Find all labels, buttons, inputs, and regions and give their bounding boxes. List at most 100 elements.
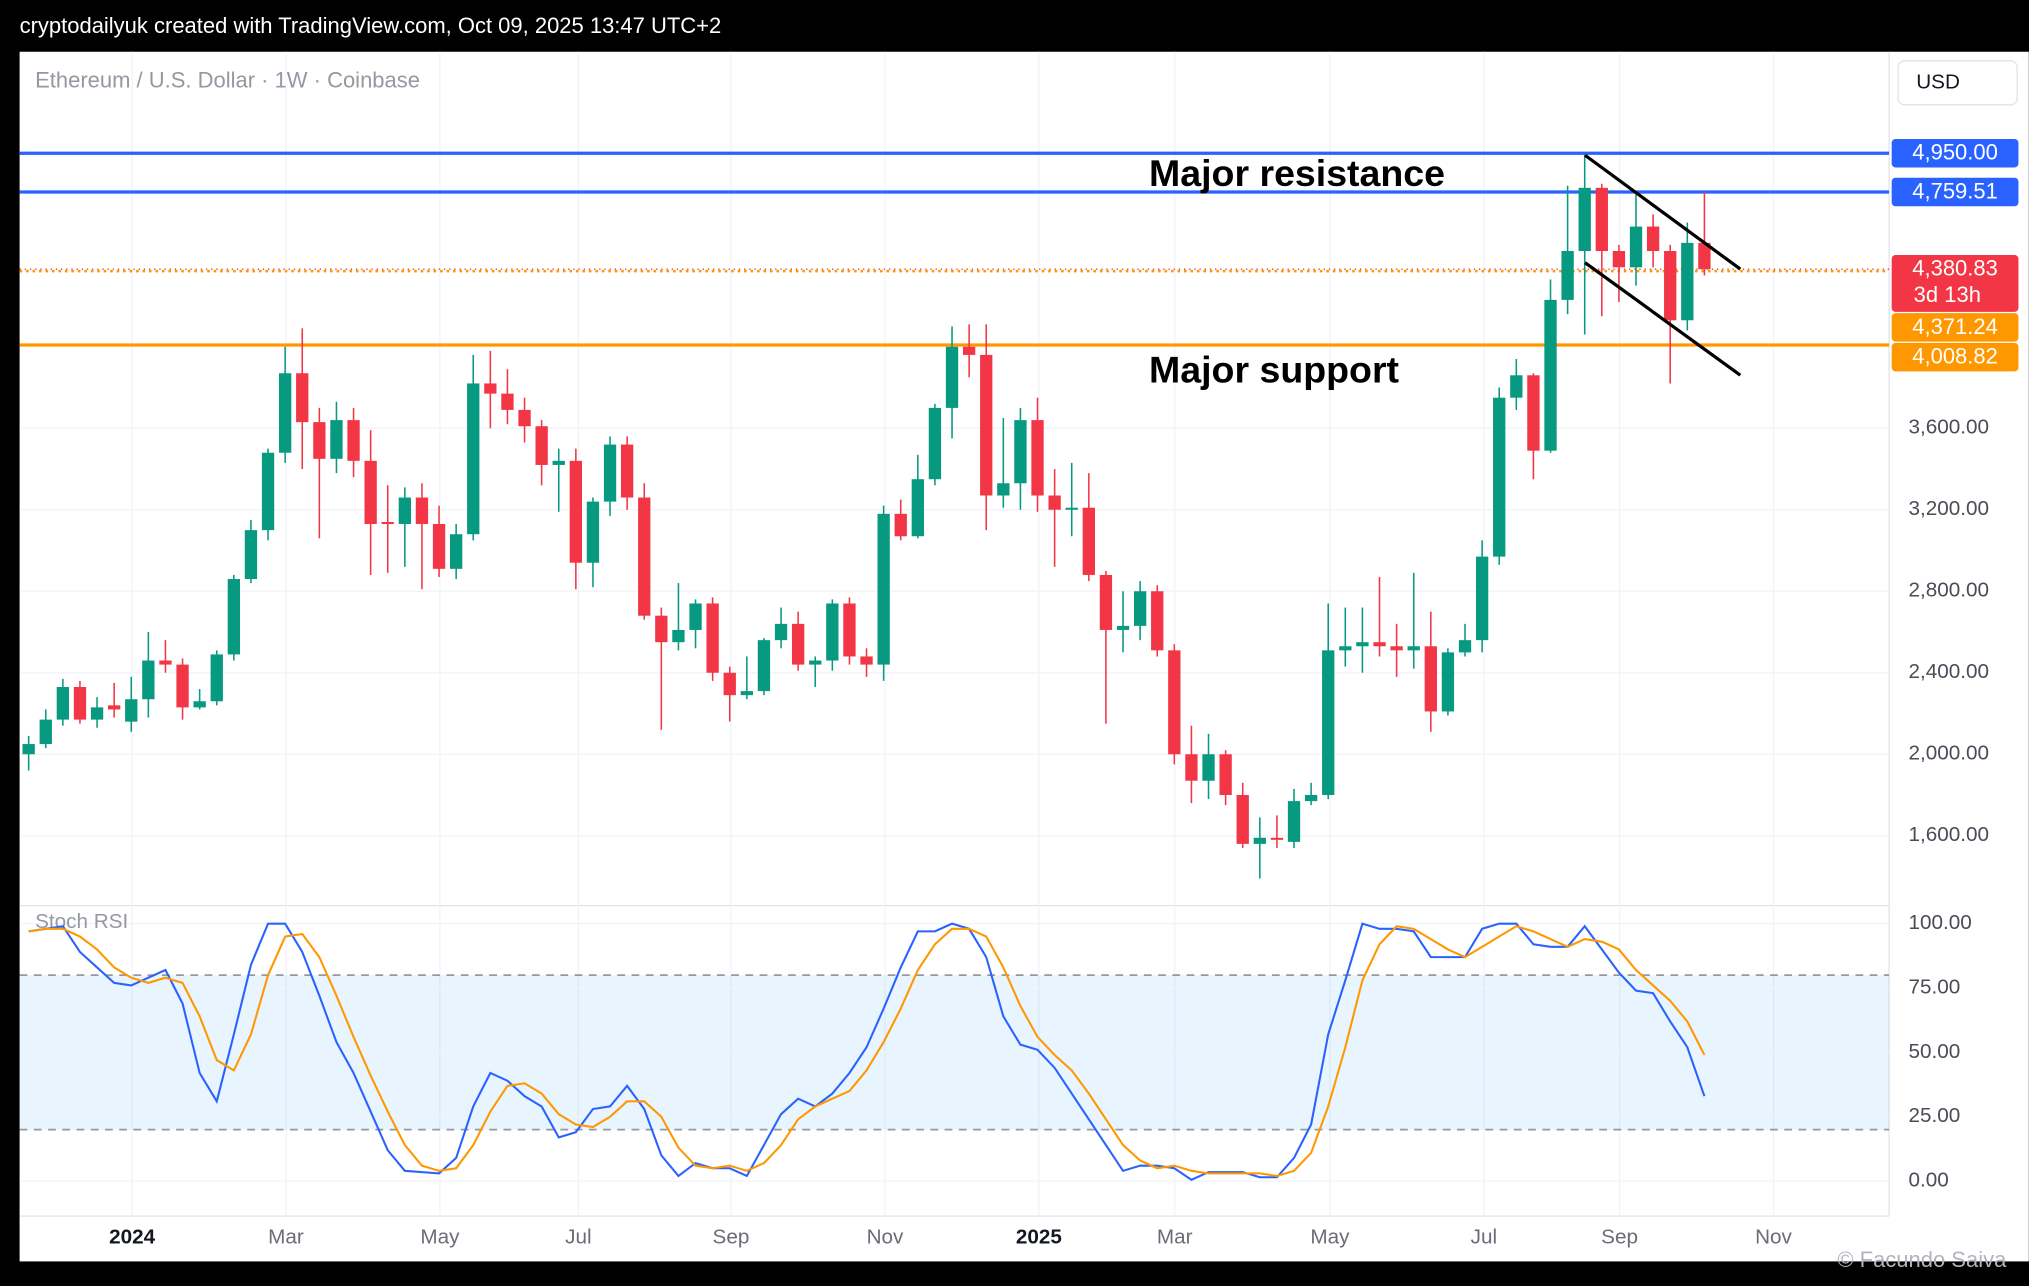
- candle-body: [1544, 299, 1557, 451]
- candle-body: [1322, 650, 1335, 795]
- candle-body: [518, 409, 531, 427]
- y-tick-label: 3,200.00: [1908, 497, 1989, 520]
- x-tick-label: Jul: [565, 1226, 591, 1249]
- price-label: 4,008.82: [1912, 344, 1998, 369]
- x-tick-label: Nov: [1755, 1226, 1792, 1249]
- candle-body: [261, 452, 275, 531]
- candle-body: [1270, 837, 1284, 840]
- price-label: 4,380.83: [1912, 256, 1998, 281]
- candle-body: [706, 603, 719, 673]
- candle-body: [1424, 646, 1437, 712]
- candle-body: [1441, 652, 1455, 712]
- candle-body: [1287, 801, 1301, 842]
- candle-body: [90, 707, 104, 720]
- candle-body: [945, 346, 959, 408]
- candle-body: [655, 615, 668, 643]
- candle-body: [484, 383, 497, 394]
- symbol-title: Ethereum / U.S. Dollar · 1W · Coinbase: [35, 67, 420, 92]
- candle-body: [1561, 251, 1574, 300]
- candle-body: [22, 744, 35, 755]
- candle-body: [1698, 242, 1711, 270]
- candle-body: [535, 426, 548, 465]
- x-tick-label: May: [1310, 1226, 1350, 1249]
- candle-body: [638, 497, 651, 616]
- x-tick-label: Mar: [268, 1226, 304, 1249]
- candle-body: [227, 579, 241, 655]
- stoch-line: [28, 925, 1706, 1178]
- candle-body: [313, 422, 326, 459]
- x-tick-label: 2024: [109, 1226, 156, 1249]
- y-tick-label: 100.00: [1908, 911, 1971, 934]
- candle-body: [56, 687, 70, 720]
- candle-body: [1629, 226, 1643, 268]
- candle-body: [467, 383, 480, 535]
- candle-body: [774, 623, 788, 641]
- candle-body: [1646, 226, 1660, 252]
- candle-body: [757, 640, 771, 692]
- candle-body: [911, 479, 924, 537]
- watermark: © Facundo Saiva: [1837, 1247, 2007, 1272]
- candle-body: [501, 393, 514, 410]
- candle-body: [176, 664, 189, 708]
- candle-body: [1133, 591, 1147, 626]
- x-tick-label: Jul: [1471, 1226, 1497, 1249]
- candle-body: [1304, 794, 1318, 802]
- price-label-box: [1891, 313, 2019, 342]
- y-tick-label: 3,600.00: [1908, 416, 1989, 439]
- candle-body: [73, 687, 87, 720]
- candle-body: [552, 460, 565, 465]
- candle-body: [1458, 640, 1472, 653]
- candle-body: [1356, 642, 1369, 647]
- candle-body: [142, 660, 155, 700]
- price-label-box: [1891, 177, 2019, 207]
- candle-body: [980, 354, 993, 496]
- candle-body: [809, 660, 822, 665]
- candle-body: [398, 497, 412, 525]
- candle-body: [1510, 375, 1523, 398]
- candle-body: [826, 603, 839, 661]
- candle-body: [1151, 591, 1164, 651]
- candle-body: [1339, 646, 1352, 651]
- y-tick-label: 50.00: [1908, 1040, 1960, 1063]
- header: cryptodailyuk created with TradingView.c…: [20, 13, 722, 38]
- candle-body: [689, 603, 702, 630]
- currency-button[interactable]: [1897, 60, 2018, 106]
- candle-body: [586, 501, 600, 563]
- price-label-box: [1891, 254, 2019, 312]
- candle-body: [1253, 837, 1266, 844]
- candle-body: [860, 656, 873, 665]
- annotation: Major resistance: [1149, 152, 1445, 194]
- stoch-line: [28, 922, 1706, 1182]
- candle-body: [296, 373, 309, 423]
- y-tick-label: 2,000.00: [1908, 742, 1989, 765]
- candle-body: [1202, 754, 1215, 781]
- price-label: 4,371.24: [1912, 314, 1998, 339]
- x-tick-label: Sep: [1601, 1226, 1638, 1249]
- candle-body: [1185, 754, 1198, 781]
- x-tick-label: 2025: [1016, 1226, 1062, 1249]
- countdown: 3d 13h: [1914, 282, 1981, 307]
- candle-body: [1048, 495, 1061, 510]
- candle-body: [928, 407, 942, 480]
- candle-body: [330, 420, 343, 459]
- candle-body: [1664, 251, 1677, 321]
- price-label-box: [1891, 138, 2019, 168]
- x-tick-label: Nov: [867, 1226, 904, 1249]
- candle-body: [877, 513, 890, 665]
- currency[interactable]: USD: [1916, 70, 1960, 93]
- candle-body: [962, 346, 976, 355]
- candle-body: [193, 701, 206, 708]
- candle-body: [1168, 650, 1181, 755]
- candle-body: [1031, 420, 1044, 496]
- price-label-box: [1891, 342, 2019, 372]
- y-tick-label: 75.00: [1908, 975, 1960, 998]
- price-label: 4,759.51: [1912, 178, 1998, 203]
- candle-body: [364, 460, 377, 525]
- y-tick-label: 0.00: [1908, 1169, 1948, 1192]
- candle-body: [108, 705, 121, 710]
- candle-body: [159, 660, 172, 665]
- candle-body: [1527, 375, 1540, 451]
- trendline: [1584, 261, 1742, 377]
- candle-body: [569, 460, 582, 563]
